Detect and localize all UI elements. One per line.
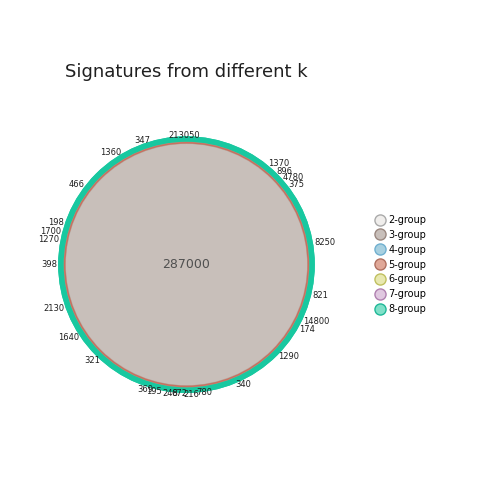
- Text: 347: 347: [135, 136, 151, 145]
- Legend: 2-group, 3-group, 4-group, 5-group, 6-group, 7-group, 8-group: 2-group, 3-group, 4-group, 5-group, 6-gr…: [375, 215, 426, 314]
- Text: 1700: 1700: [40, 227, 61, 235]
- Text: 1290: 1290: [278, 352, 299, 361]
- Text: 321: 321: [84, 356, 100, 365]
- Text: 896: 896: [277, 167, 292, 176]
- Text: 466: 466: [69, 180, 84, 190]
- Text: 369: 369: [137, 385, 153, 394]
- Text: 1270: 1270: [38, 235, 59, 244]
- Text: 213050: 213050: [168, 131, 200, 140]
- Text: 2130: 2130: [44, 304, 65, 313]
- Text: 4780: 4780: [283, 173, 304, 182]
- Text: 248: 248: [163, 389, 178, 398]
- Text: 198: 198: [48, 218, 64, 227]
- Text: 821: 821: [312, 291, 328, 300]
- Text: 340: 340: [235, 380, 251, 389]
- Text: 672: 672: [172, 390, 187, 399]
- Text: 1370: 1370: [268, 159, 289, 168]
- Text: 1360: 1360: [100, 148, 121, 157]
- Text: 287000: 287000: [163, 258, 210, 271]
- Text: 216: 216: [183, 390, 199, 399]
- Text: 8250: 8250: [314, 237, 335, 246]
- Title: Signatures from different k: Signatures from different k: [65, 63, 308, 81]
- Text: 1640: 1640: [58, 333, 79, 342]
- Text: 14800: 14800: [303, 317, 329, 326]
- Text: 398: 398: [41, 260, 57, 269]
- Text: 174: 174: [299, 325, 314, 334]
- Text: 780: 780: [197, 389, 213, 397]
- Circle shape: [65, 143, 308, 386]
- Text: 375: 375: [289, 180, 304, 190]
- Text: 195: 195: [146, 387, 162, 396]
